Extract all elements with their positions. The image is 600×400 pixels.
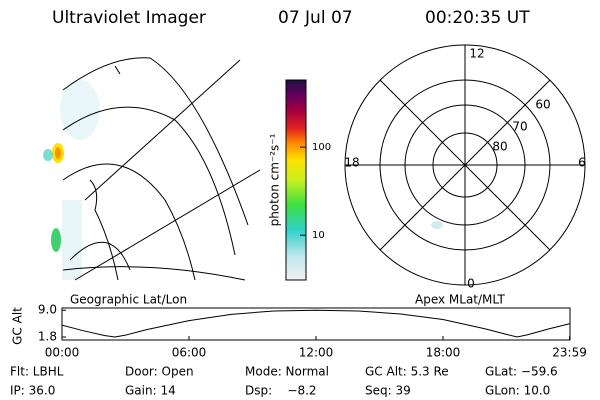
info-field: GLat: −59.6 bbox=[485, 365, 558, 379]
geo-map bbox=[43, 57, 261, 281]
polar-label: 6 bbox=[578, 156, 586, 170]
panel-label: Geographic Lat/Lon bbox=[70, 293, 187, 307]
y-tick-label: 9.0 bbox=[38, 303, 57, 317]
x-tick-label: 06:00 bbox=[172, 346, 207, 360]
info-field: Mode: Normal bbox=[245, 365, 329, 379]
title: Ultraviolet Imager bbox=[52, 8, 206, 28]
colorbar-tick-label: 10 bbox=[312, 230, 325, 241]
y-axis-label: GC Alt bbox=[11, 307, 25, 345]
info-field: Dsp: −8.2 bbox=[245, 384, 317, 398]
info-field: Flt: LBHL bbox=[10, 365, 64, 379]
info-field: Door: Open bbox=[125, 365, 194, 379]
y-tick-label: 1.8 bbox=[38, 330, 57, 344]
info-field: Gain: 14 bbox=[125, 384, 176, 398]
polar-label: 60 bbox=[535, 98, 550, 112]
polar-label: 70 bbox=[512, 120, 527, 134]
polar-label: 18 bbox=[344, 156, 359, 170]
panel-label: Apex MLat/MLT bbox=[415, 293, 505, 307]
x-tick-label: 23:59 bbox=[552, 346, 587, 360]
colorbar-label: photon cm⁻²s⁻¹ bbox=[268, 133, 282, 226]
info-panel: Flt: LBHL Door: Open Mode: Normal GC Alt: 5… bbox=[10, 365, 558, 398]
polar-label: 0 bbox=[467, 277, 475, 291]
altitude-line bbox=[61, 309, 571, 338]
time: 00:20:35 UT bbox=[425, 8, 530, 28]
date: 07 Jul 07 bbox=[278, 8, 353, 28]
colorbar bbox=[285, 79, 307, 281]
colorbar-ticks: 10 100 bbox=[300, 142, 331, 241]
polar-label: 80 bbox=[492, 140, 507, 154]
polar-grid bbox=[344, 44, 586, 286]
info-field: Seq: 39 bbox=[365, 384, 411, 398]
polar-label: 12 bbox=[469, 47, 484, 61]
info-field: IP: 36.0 bbox=[10, 384, 55, 398]
x-tick-label: 00:00 bbox=[45, 346, 80, 360]
plot-frame bbox=[61, 307, 571, 341]
x-tick-label: 18:00 bbox=[426, 346, 461, 360]
info-field: GC Alt: 5.3 Re bbox=[365, 365, 449, 379]
x-tick-label: 12:00 bbox=[299, 346, 334, 360]
info-field: GLon: 10.0 bbox=[485, 384, 550, 398]
colorbar-tick-label: 100 bbox=[312, 142, 331, 153]
